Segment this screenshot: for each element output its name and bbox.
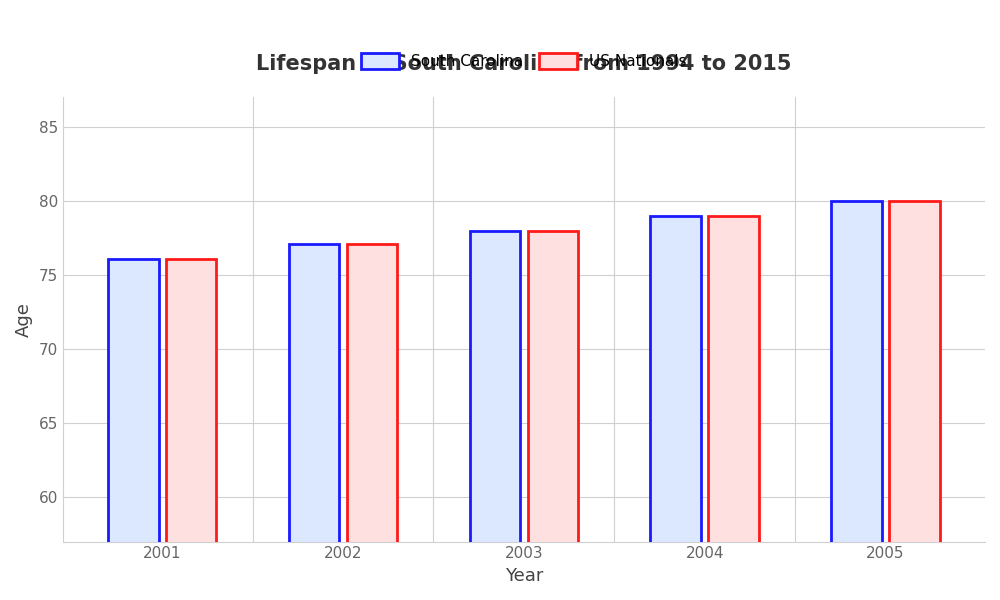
Bar <box>650 216 701 600</box>
Bar <box>108 259 159 600</box>
Y-axis label: Age: Age <box>15 302 33 337</box>
Bar <box>708 216 759 600</box>
Bar <box>831 201 882 600</box>
Bar <box>166 259 216 600</box>
Legend: South Carolina, US Nationals: South Carolina, US Nationals <box>355 47 693 76</box>
Bar <box>528 230 578 600</box>
Bar <box>347 244 397 600</box>
X-axis label: Year: Year <box>505 567 543 585</box>
Bar <box>889 201 940 600</box>
Bar <box>470 230 520 600</box>
Bar <box>289 244 339 600</box>
Title: Lifespan in South Carolina from 1994 to 2015: Lifespan in South Carolina from 1994 to … <box>256 53 792 74</box>
